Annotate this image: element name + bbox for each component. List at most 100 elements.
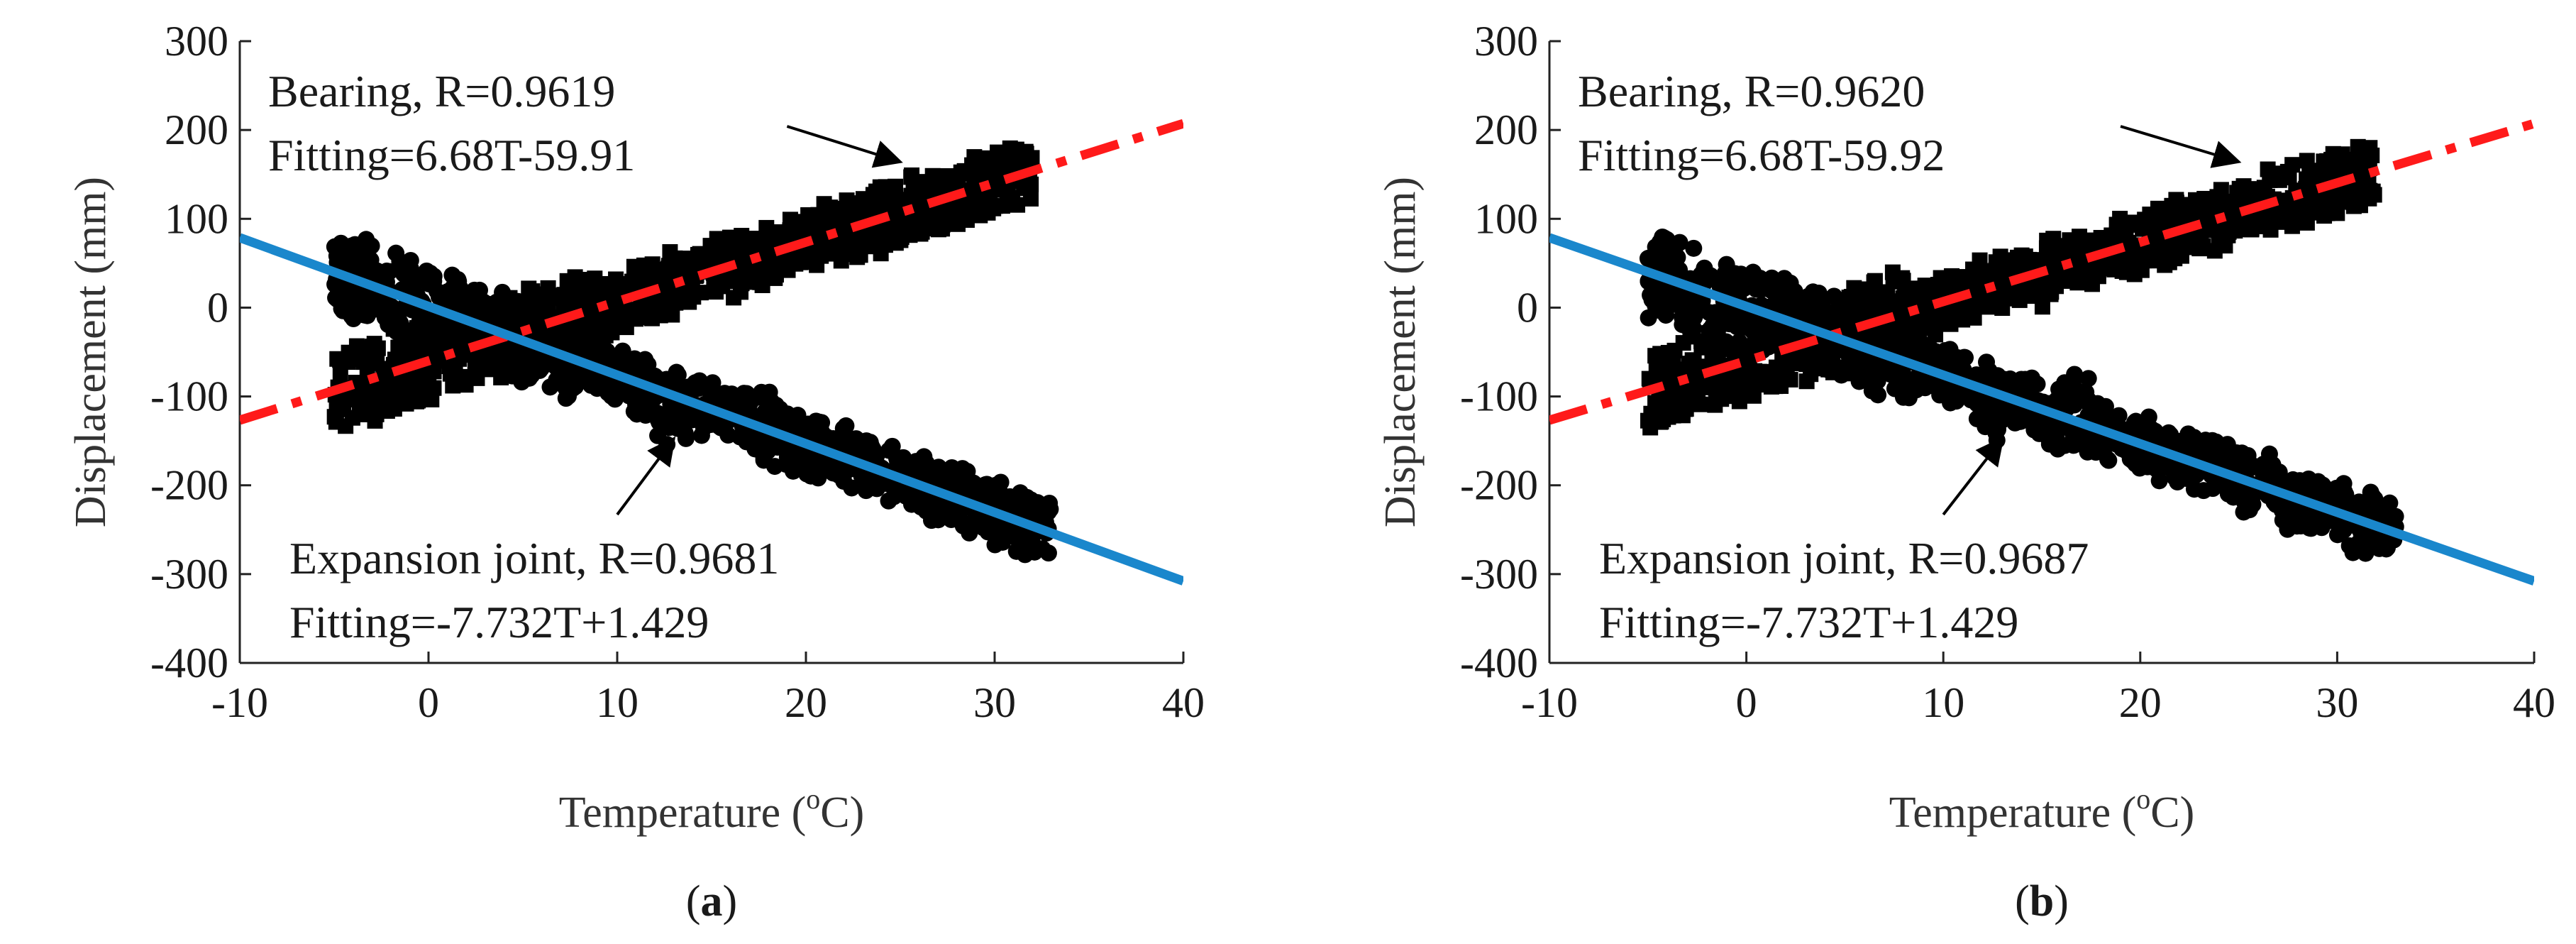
joint-data-point (628, 359, 646, 377)
panel-caption-open: ( (686, 877, 701, 926)
bearing-data-point (2299, 214, 2315, 231)
bearing-data-point (614, 307, 630, 323)
bearing-data-point (1862, 294, 1878, 310)
joint-data-point (2267, 495, 2285, 513)
x-tick-label: 20 (785, 679, 827, 726)
joint-data-point (1840, 346, 1857, 363)
bearing-data-point (2074, 264, 2091, 280)
y-tick-label: 300 (1474, 18, 1538, 65)
joint-data-point (2260, 445, 2278, 463)
joint-data-point (805, 451, 822, 469)
bearing-data-point (602, 277, 618, 293)
joint-data-point (1732, 265, 1749, 283)
bearing-data-point (968, 204, 984, 220)
bearing-data-point (889, 195, 905, 212)
joint-data-point (1820, 344, 1838, 362)
joint-data-point (532, 300, 550, 318)
joint-data-point (1026, 543, 1044, 561)
joint-data-point (787, 417, 805, 435)
joint-data-point (2079, 370, 2097, 388)
x-axis-label: Temperature (oC) (559, 783, 865, 837)
bearing-data-point (587, 312, 604, 329)
x-tick-label: 0 (1736, 679, 1757, 726)
y-tick-label: 100 (1474, 195, 1538, 242)
bearing-data-point (1686, 364, 1703, 380)
bearing-data-point (644, 256, 660, 273)
x-tick-label: -10 (1521, 679, 1578, 726)
y-tick-label: -100 (150, 373, 228, 420)
joint-data-point (1643, 291, 1661, 309)
bearing-data-point (1647, 348, 1664, 364)
bearing-data-point (800, 222, 816, 238)
y-axis-label: Displacement (mm) (67, 177, 115, 527)
bearing-data-point (1643, 405, 1659, 422)
bearing-data-point (624, 273, 640, 290)
joint-data-point (748, 429, 766, 446)
bearing-data-point (966, 183, 982, 199)
fit-lines (1549, 119, 2534, 586)
bearing-data-point (995, 182, 1011, 198)
joint-data-point (2133, 449, 2150, 466)
x-tick-label: 10 (1922, 679, 1964, 726)
bearing-data-point (1965, 302, 1981, 318)
joint-data-point (2337, 485, 2355, 503)
joint-data-point (2257, 461, 2274, 478)
joint-fit-annotation: Fitting=-7.732T+1.429 (1599, 597, 2018, 647)
bearing-data-point (2121, 234, 2137, 251)
bearing-data-point (2034, 299, 2050, 315)
joint-data-point (1894, 386, 1912, 404)
panel-caption: (a) (686, 877, 737, 926)
bearing-data-point (367, 386, 383, 402)
bearing-data-point (355, 406, 372, 422)
x-tick-label: 20 (2119, 679, 2162, 726)
joint-data-point (2219, 445, 2237, 463)
joint-data-point (2350, 534, 2367, 551)
bearing-data-point (733, 284, 749, 300)
joint-data-point (702, 383, 719, 401)
bearing-data-point (873, 246, 889, 262)
bearing-data-point (924, 217, 941, 234)
joint-data-point (719, 427, 737, 444)
bearing-data-point (1937, 312, 1954, 328)
joint-data-point (1685, 239, 1703, 257)
bearing-data-point (1867, 273, 1883, 289)
joint-data-point (787, 453, 805, 471)
bearing-data-point (348, 338, 365, 354)
joint-data-point (1931, 386, 1949, 404)
bearing-data-point (680, 254, 696, 270)
joint-data-point (2335, 522, 2353, 539)
bearing-data-point (1740, 351, 1757, 368)
joint-data-point (2064, 424, 2082, 442)
bearing-data-point (1922, 320, 1938, 336)
joint-data-point (942, 511, 960, 529)
joint-data-point (332, 234, 350, 252)
bearing-data-point (812, 214, 829, 231)
bearing-data-point (2299, 153, 2315, 169)
joint-data-point (1863, 378, 1881, 395)
x-axis-label-superscript: o (2136, 783, 2150, 815)
joint-data-point (1947, 393, 1965, 410)
joint-data-point (1979, 397, 1997, 415)
bearing-data-point (885, 182, 902, 199)
bearing-data-point (375, 361, 392, 377)
bearing-data-point (775, 255, 792, 271)
bearing-data-point (2008, 253, 2024, 270)
bearing-data-point (800, 207, 817, 223)
joint-fit-annotation: Fitting=-7.732T+1.429 (289, 597, 709, 647)
joint-data-point (2066, 366, 2084, 383)
joint-data-point (1794, 353, 1812, 371)
joint-data-point (353, 295, 370, 312)
joint-data-point (1041, 500, 1059, 518)
bearing-data-point (626, 258, 642, 275)
bearing-data-point (712, 277, 728, 293)
bearing-data-point (839, 192, 855, 209)
bearing-data-point (872, 179, 888, 195)
bearing-data-point (521, 280, 537, 297)
bearing-data-point (944, 199, 961, 215)
y-tick-label: 200 (1474, 106, 1538, 153)
bearing-data-point (752, 274, 768, 290)
joint-data-point (2235, 503, 2252, 521)
y-tick-label: -400 (150, 640, 228, 686)
